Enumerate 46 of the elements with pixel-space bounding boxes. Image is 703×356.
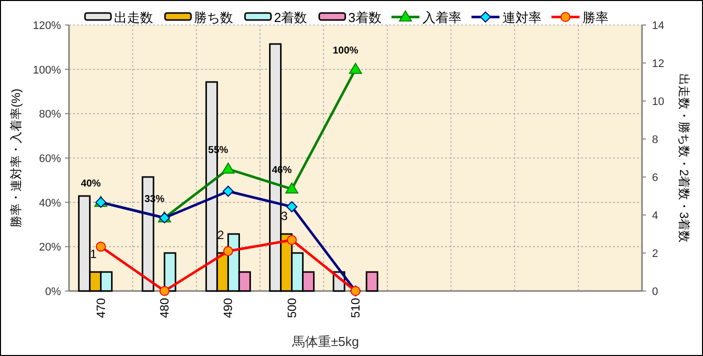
y2-tick-label: 10 <box>652 96 664 108</box>
data-label: 40% <box>80 178 101 190</box>
y-tick-label: 0% <box>45 286 62 298</box>
y2-tick-label: 2 <box>652 248 658 260</box>
point <box>286 201 298 212</box>
y-tick-label: 20% <box>38 242 62 254</box>
y2-tick-label: 12 <box>652 58 664 70</box>
legend-label: 入着率 <box>422 10 462 25</box>
legend-label: 勝率 <box>582 10 608 25</box>
bar <box>366 271 378 292</box>
point <box>222 186 234 197</box>
legend-label: 2着数 <box>274 10 308 25</box>
x-tick-label: 490 <box>221 298 236 318</box>
data-label: 1 <box>90 247 97 261</box>
point <box>96 242 106 252</box>
x-tick-label: 510 <box>348 298 362 318</box>
y2-tick-label: 4 <box>652 210 658 222</box>
y2-tick-label: 14 <box>652 20 664 32</box>
point <box>286 235 297 246</box>
y-axis-title: 勝率・連対率・入着率(%) <box>9 88 23 228</box>
data-label: 3 <box>280 209 288 223</box>
point <box>222 162 235 174</box>
y-tick-label: 100% <box>32 64 62 76</box>
legend-label: 勝ち数 <box>194 10 233 25</box>
y2-tick-label: 0 <box>652 286 658 298</box>
y-tick-label: 80% <box>38 108 62 121</box>
legend-label: 出走数 <box>114 10 153 25</box>
legend-label: 連対率 <box>502 10 542 25</box>
data-label: 2 <box>217 228 224 242</box>
legend-label: 3着数 <box>348 10 382 25</box>
y-tick-label: 60% <box>38 153 62 165</box>
bar <box>164 252 176 292</box>
x-tick-label: 480 <box>158 298 172 318</box>
x-tick-label: 500 <box>284 298 299 318</box>
point <box>223 246 234 256</box>
y-tick-label: 40% <box>38 197 62 210</box>
x-axis-title: 馬体重±5kg <box>290 334 360 349</box>
point <box>349 62 362 74</box>
y2-tick-label: 6 <box>652 172 658 184</box>
y2-tick-label: 8 <box>652 134 658 146</box>
y-tick-label: 120% <box>32 20 62 32</box>
data-label: 100% <box>332 45 358 56</box>
y2-axis-title: 出走数・勝ち数・2着数・3着数 <box>677 73 691 243</box>
point <box>285 182 298 194</box>
point <box>160 286 170 296</box>
x-tick-label: 470 <box>94 298 108 318</box>
